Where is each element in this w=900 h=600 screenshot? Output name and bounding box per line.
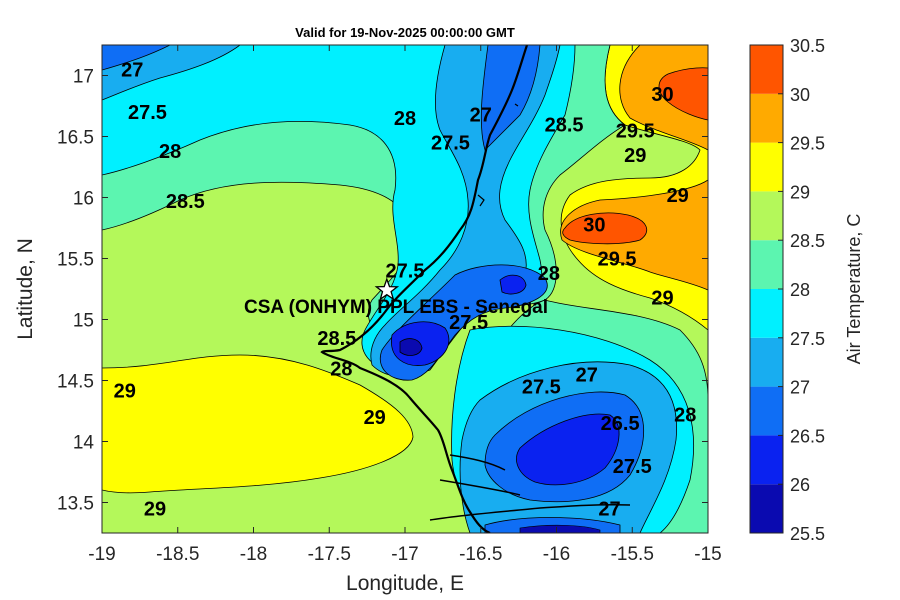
contour-label: 29 — [624, 145, 646, 167]
contour-label: 28 — [330, 358, 352, 380]
x-tick-label: -15 — [694, 544, 721, 565]
contour-label: 27 — [576, 364, 598, 386]
contour-label: 29.5 — [598, 249, 637, 271]
river-outline — [429, 454, 631, 521]
minor-island — [477, 103, 519, 207]
contour-label: 27.5 — [386, 261, 425, 283]
x-tick-label: -15.5 — [611, 544, 654, 565]
contour-label: 27.5 — [128, 102, 167, 124]
colorbar-tick-label: 26 — [790, 475, 810, 495]
y-tick-label: 14 — [73, 433, 95, 454]
station-marker-icon — [374, 277, 400, 301]
coastline — [320, 45, 529, 533]
y-tick-label: 15 — [73, 311, 94, 332]
contour-label: 28 — [538, 263, 560, 285]
contour-label: 28 — [394, 108, 416, 130]
contour-label: 27 — [598, 499, 620, 521]
contour-label: 28.5 — [166, 191, 205, 213]
colorbar-title: Air Temperature, C — [844, 214, 864, 365]
contour-label: 27.5 — [449, 312, 488, 334]
band-26-southeast — [516, 413, 620, 486]
colorbar-swatch — [750, 45, 783, 94]
contour-label: 28 — [674, 405, 696, 427]
x-tick-label: -17 — [391, 544, 418, 565]
plot-title: Valid for 19-Nov-2025 00:00:00 GMT — [295, 25, 515, 40]
contour-label: 27.5 — [613, 456, 652, 478]
contour-label: 29.5 — [616, 120, 655, 142]
band-25-5-south — [519, 524, 601, 533]
x-tick-label: -18 — [240, 544, 267, 565]
colorbar-swatch — [750, 484, 783, 533]
colorbar-swatch — [750, 435, 783, 485]
contour-field — [102, 45, 708, 533]
band-30-north — [658, 67, 708, 121]
x-tick-label: -18.5 — [156, 544, 199, 565]
y-tick-label: 14.5 — [57, 372, 94, 393]
y-tick-label: 17 — [73, 67, 94, 88]
band-30-center — [562, 212, 648, 245]
x-tick-label: -17.5 — [308, 544, 351, 565]
contour-label: 27 — [121, 59, 143, 81]
contour-label: 29 — [651, 288, 673, 310]
contour-label: 27.5 — [522, 377, 561, 399]
colorbar-swatch — [750, 386, 783, 436]
contour-label: 29 — [114, 380, 136, 402]
contour-label: 29 — [667, 185, 689, 207]
band-26-northcenter — [499, 274, 527, 295]
contour-label: 28.5 — [545, 114, 584, 136]
contour-label: 27.5 — [431, 133, 470, 155]
colorbar-tick-label: 29 — [790, 182, 810, 202]
colorbar: 25.5 26 26.5 27 27.5 28 28.5 29 29.5 30 30.5 — [749, 36, 825, 544]
y-tick-label: 13.5 — [57, 494, 94, 515]
contour-label: 27 — [470, 105, 492, 127]
x-axis-title: Longitude, E — [346, 572, 464, 595]
x-tick-label: -19 — [88, 544, 115, 565]
colorbar-tick-label: 25.5 — [790, 524, 825, 544]
colorbar-tick-label: 28 — [790, 280, 810, 300]
contour-label: 28 — [159, 141, 181, 163]
colorbar-tick-label: 30.5 — [790, 36, 825, 56]
colorbar-tick-label: 28.5 — [790, 231, 825, 251]
station-label: CSA (ONHYM) PPL EBS - Senegal — [244, 297, 548, 318]
band-29-southwest — [102, 354, 414, 494]
x-tick-label: -16.5 — [459, 544, 502, 565]
contour-label: 29 — [144, 499, 166, 521]
x-tick-label: -16 — [543, 544, 570, 565]
y-tick-label: 15.5 — [57, 250, 94, 271]
colorbar-swatch — [750, 289, 783, 338]
y-tick-label: 16 — [73, 189, 94, 210]
colorbar-tick-label: 26.5 — [790, 426, 825, 446]
contour-label: 30 — [583, 214, 605, 236]
colorbar-swatch — [750, 93, 783, 143]
colorbar-tick-label: 30 — [790, 85, 810, 105]
colorbar-swatch — [750, 191, 783, 241]
contour-label: 30 — [651, 84, 673, 106]
y-axis-title: Latitude, N — [14, 238, 37, 340]
contour-label: 28.5 — [317, 328, 356, 350]
tick-layer: -19 -18.5 -18 -17.5 -17 -16.5 -16 -15.5 -15 13.5 1… — [57, 45, 722, 565]
colorbar-swatch — [750, 142, 783, 192]
y-tick-label: 16.5 — [57, 128, 94, 149]
colorbar-tick-label: 27.5 — [790, 329, 825, 349]
colorbar-tick-label: 27 — [790, 378, 810, 398]
contour-label: 29 — [364, 407, 386, 429]
colorbar-swatch — [750, 240, 783, 289]
colorbar-tick-label: 29.5 — [790, 134, 825, 154]
band-27-center — [370, 45, 561, 377]
band-25-5-core — [399, 338, 423, 356]
band-26-5-north — [102, 45, 171, 71]
colorbar-swatch — [750, 337, 783, 387]
contour-label: 26.5 — [601, 413, 640, 435]
